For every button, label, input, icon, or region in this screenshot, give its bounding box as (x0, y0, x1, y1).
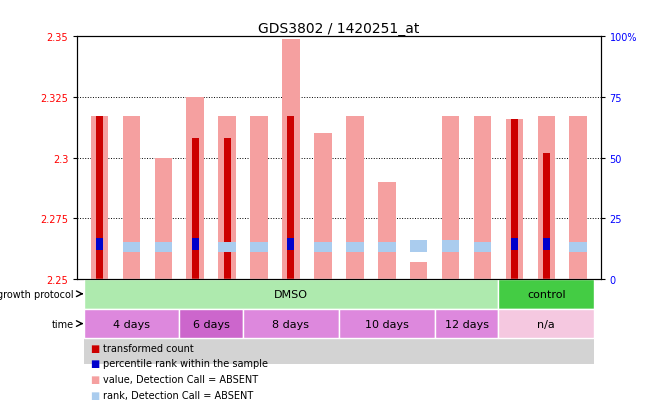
Text: 8 days: 8 days (272, 319, 309, 329)
Text: value, Detection Call = ABSENT: value, Detection Call = ABSENT (103, 374, 258, 384)
Bar (179, 309, 243, 339)
Bar (218, 117, 236, 279)
Text: rank, Detection Call = ABSENT: rank, Detection Call = ABSENT (103, 390, 253, 400)
Bar (148, 279, 179, 364)
Bar (154, 158, 172, 279)
Bar (287, 238, 295, 250)
Bar (287, 117, 295, 279)
Text: 12 days: 12 days (444, 319, 488, 329)
Bar (511, 238, 518, 250)
Bar (96, 117, 103, 279)
Bar (250, 243, 268, 253)
Text: transformed count: transformed count (103, 343, 193, 353)
Bar (91, 117, 108, 279)
Bar (474, 117, 491, 279)
Bar (243, 309, 339, 339)
Bar (314, 243, 331, 253)
Bar (192, 238, 199, 250)
Bar (371, 279, 403, 364)
Bar (474, 243, 491, 253)
Bar (84, 279, 499, 309)
Bar (499, 279, 530, 364)
Bar (537, 117, 555, 279)
Bar (275, 279, 307, 364)
Bar (346, 117, 364, 279)
Text: ■: ■ (91, 374, 100, 384)
Bar (570, 243, 587, 253)
Bar (499, 309, 594, 339)
Bar (346, 243, 364, 253)
Bar (84, 279, 115, 364)
Bar (282, 40, 300, 279)
Text: time: time (52, 319, 74, 329)
Bar (187, 97, 204, 279)
Bar (243, 279, 275, 364)
Bar (223, 139, 231, 279)
Bar (314, 134, 331, 279)
Text: control: control (527, 289, 566, 299)
Text: 6 days: 6 days (193, 319, 229, 329)
Bar (378, 183, 395, 279)
Bar (378, 243, 395, 253)
Text: ■: ■ (91, 390, 100, 400)
Bar (115, 279, 148, 364)
Bar (96, 238, 103, 250)
Text: growth protocol: growth protocol (0, 289, 74, 299)
Bar (511, 119, 518, 279)
Title: GDS3802 / 1420251_at: GDS3802 / 1420251_at (258, 22, 419, 36)
Bar (211, 279, 243, 364)
Bar (410, 262, 427, 279)
Bar (499, 279, 594, 309)
Text: n/a: n/a (537, 319, 555, 329)
Bar (179, 279, 211, 364)
Bar (84, 309, 179, 339)
Text: ■: ■ (91, 358, 100, 368)
Text: percentile rank within the sample: percentile rank within the sample (103, 358, 268, 368)
Bar (218, 243, 236, 253)
Bar (410, 240, 427, 253)
Bar (442, 240, 460, 253)
Bar (562, 279, 594, 364)
Bar (543, 153, 550, 279)
Bar (403, 279, 435, 364)
Text: ■: ■ (91, 343, 100, 353)
Text: 4 days: 4 days (113, 319, 150, 329)
Bar (543, 238, 550, 250)
Bar (442, 117, 460, 279)
Bar (307, 279, 339, 364)
Bar (466, 279, 499, 364)
Bar (506, 119, 523, 279)
Bar (123, 117, 140, 279)
Bar (339, 279, 371, 364)
Text: DMSO: DMSO (274, 289, 308, 299)
Bar (570, 117, 587, 279)
Bar (154, 243, 172, 253)
Bar (339, 309, 435, 339)
Text: 10 days: 10 days (365, 319, 409, 329)
Bar (435, 309, 499, 339)
Bar (123, 243, 140, 253)
Bar (530, 279, 562, 364)
Bar (435, 279, 466, 364)
Bar (192, 139, 199, 279)
Bar (250, 117, 268, 279)
